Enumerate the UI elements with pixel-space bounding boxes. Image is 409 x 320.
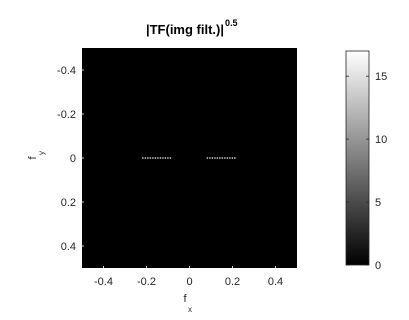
x-axis-label: f [183, 293, 187, 305]
colorbar-tick-label: 15 [375, 71, 387, 83]
colorbar-gradient [345, 50, 370, 266]
x-axis-ticks: -0.4 -0.2 0 0.2 0.4 [94, 266, 283, 288]
y-tick-label: -0.2 [57, 109, 76, 121]
chart-title: |TF(img filt.)| [146, 22, 224, 37]
chart-title-exponent: 0.5 [225, 18, 238, 28]
y-tick-label: -0.4 [57, 65, 76, 77]
y-tick-label: 0 [70, 153, 76, 165]
colorbar: 0 5 10 15 [345, 50, 387, 272]
y-axis-label-group: f y [27, 151, 46, 160]
colorbar-tick-label: 5 [375, 197, 381, 209]
x-tick-label: -0.2 [137, 276, 156, 288]
image-area [82, 48, 297, 268]
colorbar-tick-label: 0 [375, 260, 381, 272]
y-tick-label: 0.4 [61, 241, 76, 253]
x-tick-label: 0.2 [225, 276, 240, 288]
x-axis-label-subscript: x [188, 305, 192, 314]
y-axis-label: f [27, 156, 39, 160]
x-tick-label: 0.4 [268, 276, 283, 288]
x-tick-label: -0.4 [94, 276, 113, 288]
colorbar-ticks: 0 5 10 15 [346, 71, 387, 272]
y-axis-ticks: -0.4 -0.2 0 0.2 0.4 [57, 65, 84, 253]
image-axes: -0.4 -0.2 0 0.2 0.4 -0.4 -0.2 0 0.2 0.4 [57, 48, 297, 288]
x-tick-label: 0 [186, 276, 192, 288]
colorbar-tick-label: 10 [375, 134, 387, 146]
y-axis-label-subscript: y [37, 151, 46, 155]
y-tick-label: 0.2 [61, 197, 76, 209]
